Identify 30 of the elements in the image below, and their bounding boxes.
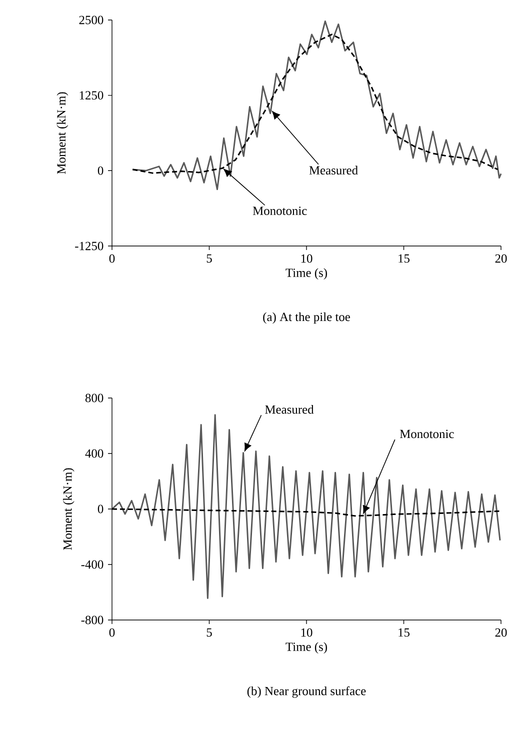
text: (b) Near ground surface	[247, 686, 366, 698]
x-tick-label: 5	[206, 254, 212, 263]
line-series	[111, 414, 501, 599]
annotation: Measured	[265, 404, 314, 414]
x-tick-label: 10	[301, 254, 312, 263]
annotation: Measured	[309, 166, 358, 175]
y-axis-title: Moment (kN·m)	[56, 92, 68, 174]
x-tick-label: 10	[301, 628, 312, 637]
y-tick-label: 800	[85, 394, 104, 402]
x-tick-label: 15	[398, 628, 410, 637]
x-axis-title: Time (s)	[286, 268, 327, 280]
annotation: Monotonic	[252, 206, 307, 216]
y-tick-label: -1250	[75, 242, 104, 250]
y-axis-title: Moment (kN·m)	[63, 468, 74, 550]
y-tick-label: -400	[81, 560, 104, 569]
y-tick-label: 400	[85, 449, 104, 458]
y-tick-label: 2500	[79, 16, 104, 24]
text: (a) At the pile toe	[263, 312, 350, 324]
x-tick-label: 20	[495, 628, 507, 637]
x-tick-label: 0	[109, 628, 115, 637]
x-tick-label: 5	[206, 628, 212, 637]
y-tick-label: 1250	[80, 91, 104, 100]
y-tick-label: 0	[98, 166, 104, 175]
x-tick-label: 20	[495, 254, 507, 263]
y-tick-label: 0	[98, 504, 104, 514]
x-tick-label: 15	[398, 254, 410, 263]
x-tick-label: 0	[109, 254, 115, 263]
annotation: Monotonic	[400, 430, 454, 438]
x-axis-title: Time (s)	[286, 642, 327, 654]
y-tick-label: -800	[81, 616, 104, 624]
